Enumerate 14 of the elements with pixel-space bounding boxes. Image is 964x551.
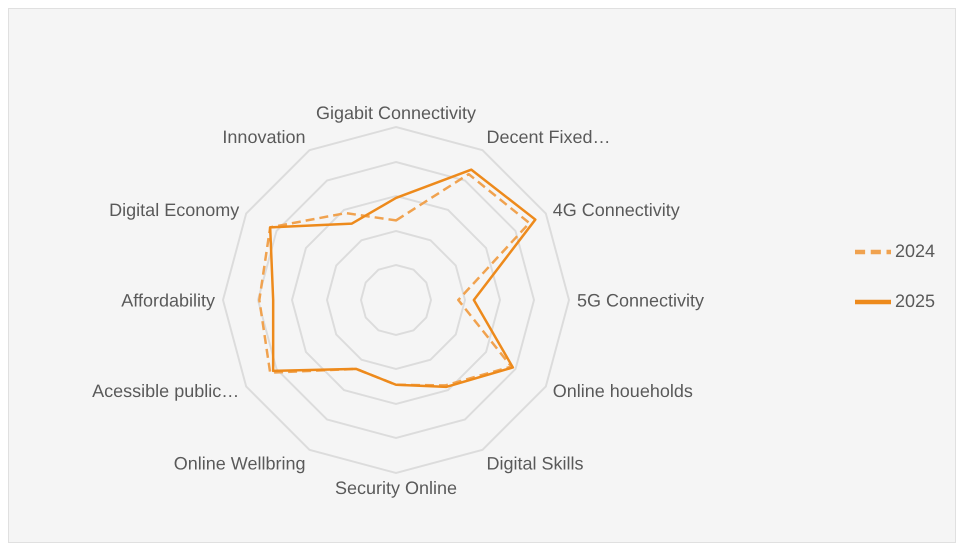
legend-label: 2024: [894, 240, 935, 260]
spoke-label: Acessible public…: [92, 380, 240, 401]
spoke-label: Innovation: [222, 127, 306, 148]
spoke-label: Digital Economy: [109, 200, 240, 220]
spoke-label: 4G Connectivity: [552, 200, 680, 220]
legend-label: 2025: [894, 290, 935, 310]
spoke-label: Online houeholds: [552, 380, 693, 401]
spoke-label: Gigabit Connectivity: [316, 103, 476, 123]
spoke-label: Decent Fixed…: [486, 127, 611, 148]
spoke-label: Digital Skills: [486, 454, 584, 474]
spoke-label: Security Online: [334, 478, 458, 498]
spoke-label: Affordability: [121, 290, 215, 310]
spoke-label: Online Wellbring: [174, 454, 306, 474]
spoke-label: 5G Connectivity: [577, 290, 704, 310]
